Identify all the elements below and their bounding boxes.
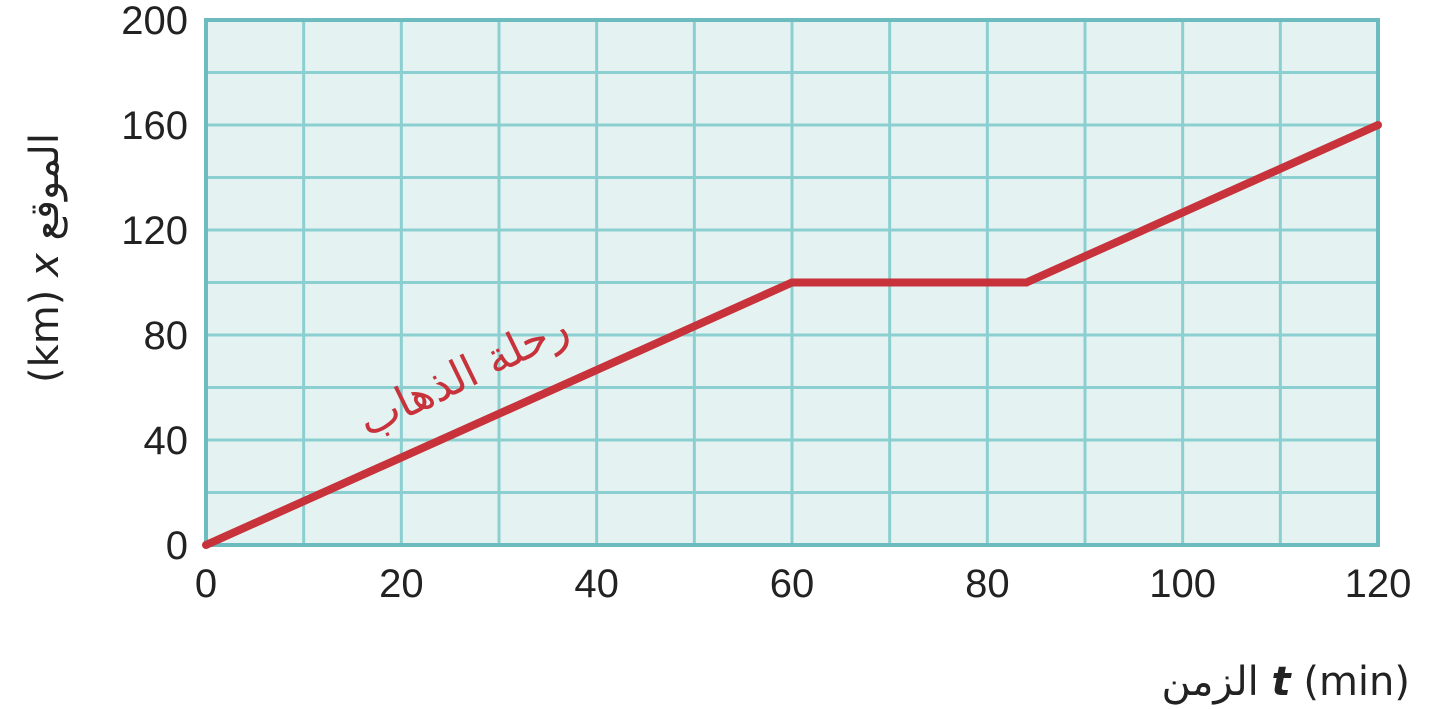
y-tick-labels: 0 40 80 120 160 200 <box>121 0 188 568</box>
x-tick-label: 20 <box>379 562 424 606</box>
x-axis-label-text: الزمن <box>1162 659 1259 705</box>
x-tick-label: 40 <box>574 562 619 606</box>
y-tick-label: 160 <box>121 104 188 148</box>
x-axis-label: الزمن t (min) <box>1162 659 1410 705</box>
data-point <box>1022 278 1031 287</box>
x-tick-label: 120 <box>1345 562 1412 606</box>
x-tick-labels: 0 20 40 60 80 100 120 <box>195 562 1412 606</box>
x-tick-label: 80 <box>965 562 1010 606</box>
x-axis-symbol: t <box>1272 659 1293 705</box>
plot-frame <box>204 18 1380 547</box>
x-tick-label: 60 <box>770 562 815 606</box>
grid <box>206 20 1378 545</box>
series-line <box>204 121 1380 549</box>
y-axis-label: (km) x الموقع <box>22 133 68 383</box>
x-axis-unit: (min) <box>1303 659 1410 705</box>
y-tick-label: 40 <box>144 419 189 463</box>
y-axis-unit: (km) <box>22 290 68 383</box>
y-axis-label-text: الموقع <box>22 133 68 241</box>
x-tick-label: 0 <box>195 562 217 606</box>
y-tick-label: 120 <box>121 209 188 253</box>
y-tick-label: 80 <box>144 314 189 358</box>
y-axis-symbol: x <box>22 253 68 279</box>
x-tick-label: 100 <box>1149 562 1216 606</box>
y-tick-label: 0 <box>166 524 188 568</box>
data-point <box>1374 121 1382 129</box>
y-tick-label: 200 <box>121 0 188 43</box>
data-points <box>202 121 1382 549</box>
data-point <box>202 541 210 549</box>
data-point <box>788 278 796 287</box>
